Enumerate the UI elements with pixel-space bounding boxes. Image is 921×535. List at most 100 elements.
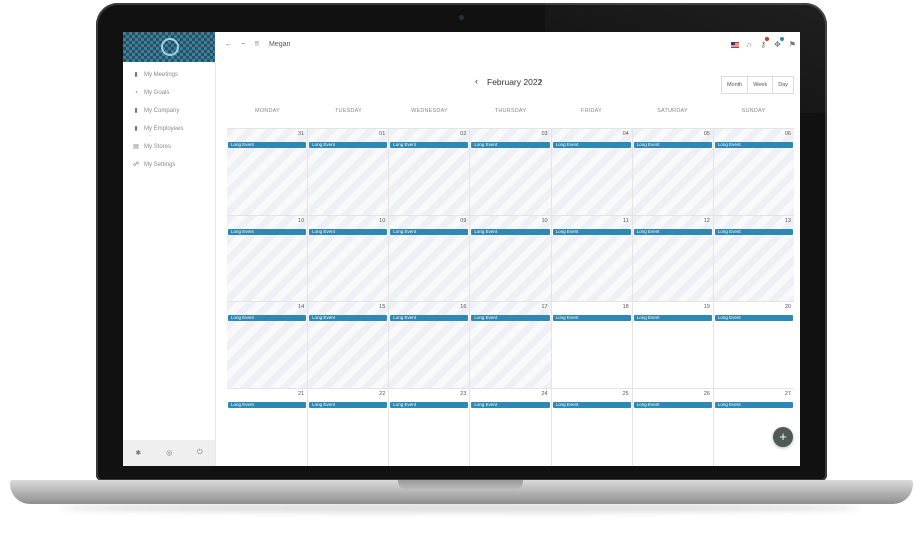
calendar-day-cell[interactable]: 16 Long Event bbox=[388, 301, 470, 388]
day-number: 23 bbox=[460, 390, 467, 397]
day-number: 16 bbox=[460, 304, 467, 310]
gear-icon[interactable]: ✱ bbox=[135, 450, 142, 457]
calendar-day-cell[interactable]: 15 Long Event bbox=[307, 301, 389, 388]
calendar-event[interactable]: Long Event bbox=[552, 315, 631, 321]
day-number: 10 bbox=[298, 217, 305, 224]
calendar-event[interactable]: Long Event bbox=[471, 401, 550, 408]
calendar-day-cell[interactable]: 02 Long Event bbox=[388, 128, 470, 215]
flag-icon[interactable]: ⚑ bbox=[788, 40, 796, 49]
day-number: 17 bbox=[541, 304, 548, 310]
logo[interactable] bbox=[123, 32, 215, 62]
power-icon[interactable]: ⏻ bbox=[197, 449, 203, 456]
day-number: 10 bbox=[379, 217, 386, 224]
calendar-day-cell[interactable]: 20 Long Event bbox=[712, 301, 794, 388]
day-number: 09 bbox=[460, 217, 467, 224]
calendar-day-cell[interactable]: 22 Long Event bbox=[307, 387, 389, 466]
day-number: 10 bbox=[541, 217, 548, 224]
calendar-day-cell[interactable]: 21 Long Event bbox=[227, 387, 308, 467]
calendar-event[interactable]: Long Event bbox=[228, 401, 307, 408]
calendar-event[interactable]: Long Event bbox=[633, 401, 712, 408]
calendar-day-cell[interactable]: 12 Long Event bbox=[631, 214, 713, 301]
day-number: 19 bbox=[703, 304, 710, 310]
sidebar-item-employees[interactable]: ▮ My Employees bbox=[123, 120, 215, 138]
view-day-button[interactable]: Day bbox=[778, 82, 788, 88]
day-number: 22 bbox=[379, 390, 386, 397]
us-flag-icon[interactable] bbox=[730, 41, 739, 48]
sidebar-item-goals[interactable]: ◔ My Goals bbox=[123, 84, 215, 102]
calendar-event[interactable]: Long Event bbox=[309, 401, 388, 408]
calendar-day-cell[interactable]: 09 Long Event bbox=[388, 214, 470, 301]
view-month-button[interactable]: Month bbox=[722, 77, 749, 93]
calendar-day-cell[interactable]: 26 Long Event bbox=[631, 387, 713, 466]
headset-icon[interactable]: ∩ bbox=[746, 40, 753, 49]
back-arrow-icon[interactable]: ← bbox=[225, 41, 232, 48]
sidebar-item-stores[interactable]: ▤ My Stores bbox=[123, 138, 215, 156]
puzzle-icon[interactable]: ✥ bbox=[774, 37, 784, 49]
calendar-day-cell[interactable]: 13 Long Event bbox=[712, 214, 794, 301]
calendar-day-cell[interactable]: 03 Long Event bbox=[469, 128, 551, 215]
calendar-day-cell[interactable]: 19 Long Event bbox=[631, 301, 713, 388]
calendar-event[interactable]: Long Event bbox=[228, 142, 307, 148]
key-icon[interactable]: ⚷ bbox=[760, 37, 770, 49]
sidebar-item-label: My Stores bbox=[144, 144, 172, 150]
calendar-event[interactable]: Long Event bbox=[471, 228, 550, 235]
calendar-event[interactable]: Long Event bbox=[714, 401, 793, 408]
sidebar-item-meetings[interactable]: ▮ My Meetings bbox=[123, 66, 215, 84]
weekday-label: SUNDAY bbox=[741, 108, 766, 114]
calendar-event[interactable]: Long Event bbox=[552, 142, 631, 148]
sidebar-item-company[interactable]: ▮ My Company bbox=[123, 102, 215, 120]
view-switcher: Month Week Day bbox=[720, 76, 794, 94]
calendar-event[interactable]: Long Event bbox=[390, 228, 469, 235]
sidebar-nav: ▮ My Meetings ◔ My Goals ▮ My Company ▮ … bbox=[123, 66, 215, 174]
sidebar-item-label: My Meetings bbox=[144, 72, 179, 78]
calendar-day-cell[interactable]: 05 Long Event bbox=[631, 128, 713, 215]
calendar-day-cell[interactable]: 31 Long Event bbox=[227, 128, 308, 215]
view-week-button[interactable]: Week bbox=[748, 77, 774, 93]
calendar-day-cell[interactable]: 01 Long Event bbox=[307, 128, 389, 215]
calendar-event[interactable]: Long Event bbox=[228, 228, 307, 235]
day-number: 12 bbox=[703, 217, 710, 224]
calendar-day-cell[interactable]: 04 Long Event bbox=[550, 128, 632, 215]
calendar-day-cell[interactable]: 06 Long Event bbox=[712, 128, 794, 215]
calendar-event[interactable]: Long Event bbox=[309, 142, 388, 148]
add-event-button[interactable]: + bbox=[773, 427, 793, 447]
calendar-day-cell[interactable]: 10 Long Event bbox=[307, 214, 389, 301]
calendar-day-cell[interactable]: 10 Long Event bbox=[227, 214, 308, 301]
calendar-day-cell[interactable]: 17 Long Event bbox=[469, 301, 551, 388]
calendar-day-cell[interactable]: 18 Long Event bbox=[550, 301, 632, 388]
day-number: 15 bbox=[379, 304, 386, 310]
calendar-event[interactable]: Long Event bbox=[390, 401, 469, 408]
sidebar-item-settings[interactable]: ☍ My Settings bbox=[123, 156, 215, 174]
calendar-event[interactable]: Long Event bbox=[633, 142, 712, 148]
chevron-right-icon[interactable]: › bbox=[539, 76, 542, 86]
calendar-event[interactable]: Long Event bbox=[309, 228, 388, 235]
calendar-event[interactable]: Long Event bbox=[633, 228, 712, 235]
calendar-event[interactable]: Long Event bbox=[714, 315, 793, 321]
calendar-day-cell[interactable]: 14 Long Event bbox=[227, 301, 308, 388]
calendar-event[interactable]: Long Event bbox=[228, 315, 307, 321]
weekday-label: FRIDAY bbox=[581, 108, 602, 114]
calendar-event[interactable]: Long Event bbox=[714, 142, 793, 148]
chevron-left-icon[interactable]: ‹ bbox=[475, 76, 478, 86]
calendar-event[interactable]: Long Event bbox=[552, 228, 631, 235]
breadcrumb-user[interactable]: Megan bbox=[269, 41, 291, 48]
calendar-day-cell[interactable]: 27 Long Event bbox=[712, 387, 794, 466]
calendar-day-cell[interactable]: 10 Long Event bbox=[469, 214, 551, 301]
calendar-day-cell[interactable]: 23 Long Event bbox=[388, 387, 470, 466]
day-number: 25 bbox=[622, 390, 629, 397]
calendar-day-cell[interactable]: 24 Long Event bbox=[469, 387, 551, 466]
weekday-label: THURSDAY bbox=[494, 108, 527, 114]
calendar-event[interactable]: Long Event bbox=[471, 315, 550, 321]
calendar-event[interactable]: Long Event bbox=[633, 315, 712, 321]
calendar-event[interactable]: Long Event bbox=[552, 401, 631, 408]
calendar-event[interactable]: Long Event bbox=[309, 315, 388, 321]
calendar-event[interactable]: Long Event bbox=[714, 228, 793, 235]
help-icon[interactable]: ◎ bbox=[166, 450, 173, 457]
day-number: 06 bbox=[784, 131, 791, 137]
calendar-day-cell[interactable]: 11 Long Event bbox=[550, 214, 632, 301]
calendar-day-cell[interactable]: 25 Long Event bbox=[550, 387, 632, 466]
calendar-event[interactable]: Long Event bbox=[390, 315, 469, 321]
calendar-event[interactable]: Long Event bbox=[390, 142, 469, 148]
calendar-event[interactable]: Long Event bbox=[471, 142, 550, 148]
app-screen: ▮ My Meetings ◔ My Goals ▮ My Company ▮ … bbox=[123, 32, 800, 466]
